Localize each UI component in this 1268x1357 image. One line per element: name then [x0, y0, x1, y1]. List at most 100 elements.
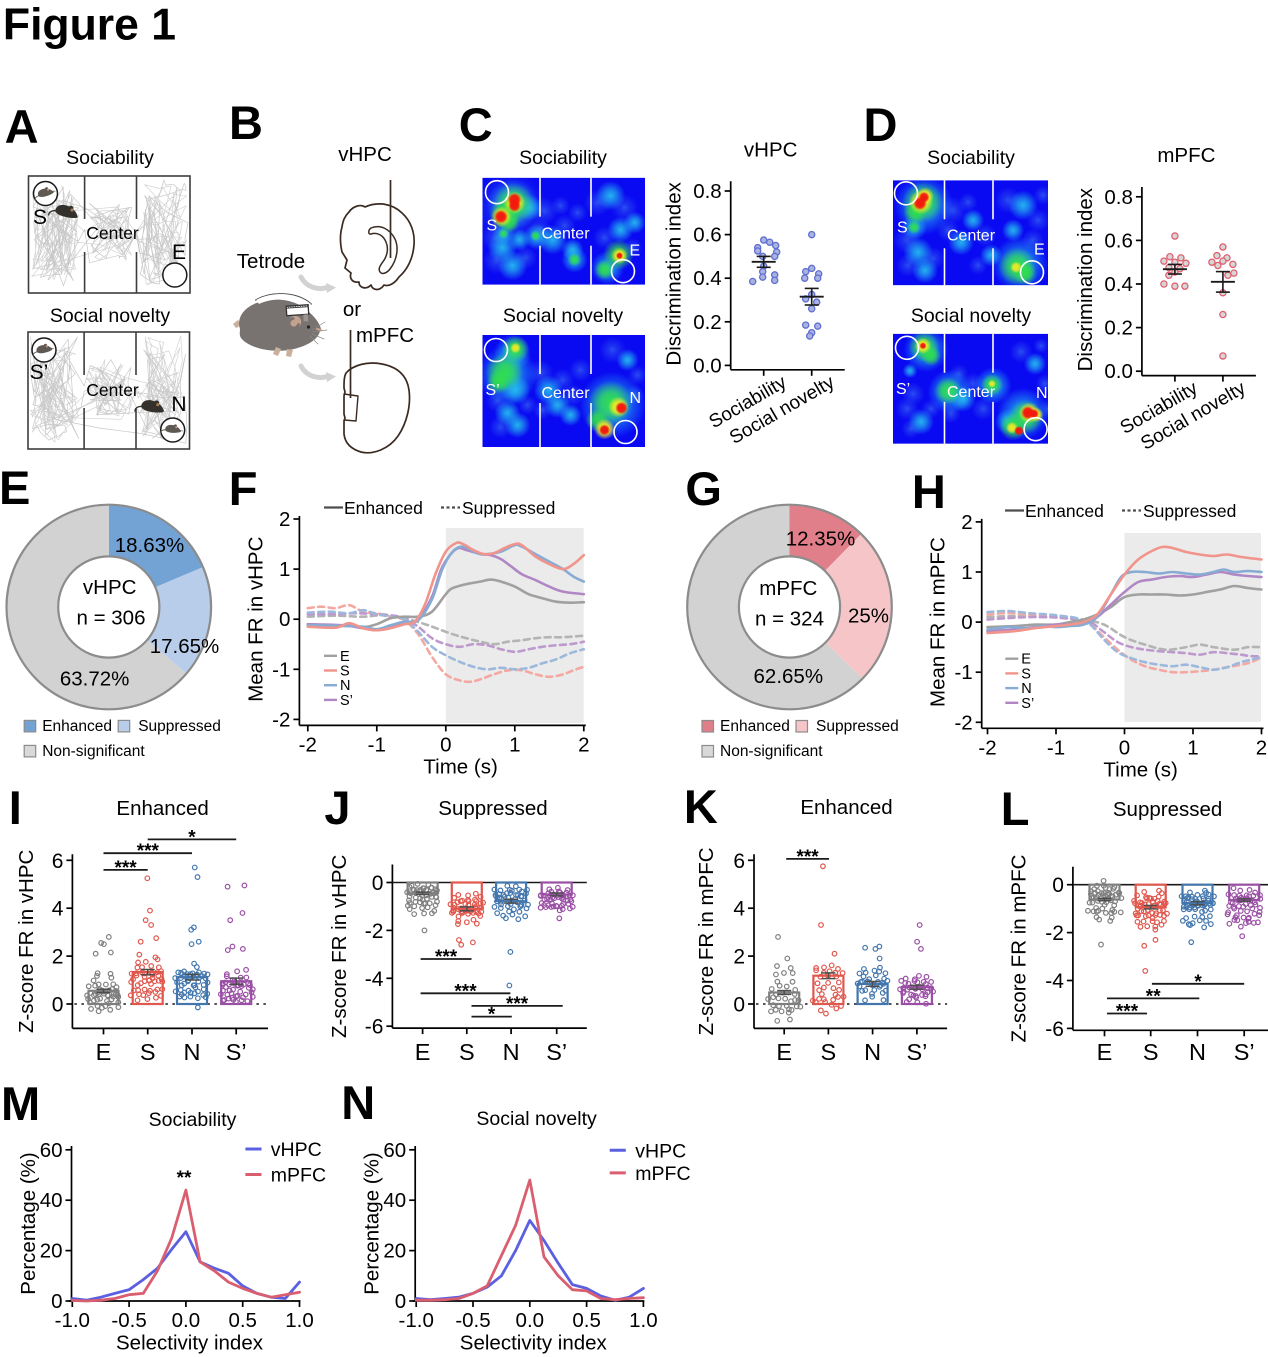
svg-text:S: S [897, 219, 908, 236]
svg-text:M: M [1, 1077, 40, 1130]
svg-text:S’: S’ [226, 1039, 247, 1065]
svg-text:Percentage (%): Percentage (%) [17, 1152, 40, 1294]
svg-text:Sociability: Sociability [66, 147, 154, 169]
svg-text:0: 0 [1119, 736, 1130, 759]
svg-text:20: 20 [383, 1240, 406, 1263]
svg-text:Mean FR in vHPC: Mean FR in vHPC [244, 536, 267, 701]
svg-text:0.5: 0.5 [572, 1309, 601, 1332]
svg-text:60: 60 [40, 1139, 63, 1162]
svg-text:1: 1 [961, 561, 972, 584]
svg-text:L: L [1001, 782, 1030, 835]
svg-text:25%: 25% [848, 605, 889, 628]
svg-text:0.0: 0.0 [693, 354, 722, 377]
svg-text:vHPC: vHPC [635, 1140, 686, 1162]
svg-text:Social novelty: Social novelty [503, 305, 624, 327]
svg-text:-1: -1 [368, 733, 386, 756]
svg-text:0.2: 0.2 [1104, 317, 1133, 340]
svg-text:G: G [685, 462, 722, 515]
svg-text:*: * [1194, 972, 1202, 993]
svg-text:E: E [1021, 652, 1031, 668]
svg-text:0: 0 [51, 1290, 62, 1313]
svg-text:N: N [171, 393, 186, 416]
svg-text:S’: S’ [30, 361, 49, 384]
svg-text:-1: -1 [954, 661, 972, 684]
svg-text:40: 40 [383, 1189, 406, 1212]
svg-text:Time (s): Time (s) [1103, 758, 1177, 781]
svg-text:Discrimination index: Discrimination index [663, 181, 686, 365]
svg-text:***: *** [1116, 1002, 1139, 1023]
svg-text:63.72%: 63.72% [60, 668, 130, 691]
svg-text:Sociability: Sociability [927, 147, 1015, 169]
svg-text:0.8: 0.8 [693, 180, 722, 203]
svg-text:2: 2 [279, 508, 290, 531]
svg-text:N: N [503, 1039, 520, 1065]
svg-text:n = 324: n = 324 [755, 608, 824, 631]
svg-text:E: E [776, 1039, 792, 1065]
svg-text:mPFC: mPFC [356, 324, 414, 347]
svg-text:S: S [33, 206, 47, 229]
svg-text:E: E [0, 461, 30, 514]
svg-text:S: S [1143, 1039, 1159, 1065]
svg-text:Enhanced: Enhanced [42, 718, 112, 735]
svg-text:S’: S’ [1234, 1039, 1255, 1065]
svg-text:Social novelty: Social novelty [911, 305, 1032, 327]
svg-text:-0.5: -0.5 [455, 1309, 490, 1332]
svg-text:2: 2 [1256, 736, 1267, 759]
svg-text:-4: -4 [1045, 970, 1064, 993]
svg-text:Suppressed: Suppressed [816, 718, 899, 735]
svg-text:Center: Center [86, 380, 139, 400]
svg-text:-2: -2 [978, 736, 996, 759]
svg-text:E: E [96, 1039, 112, 1065]
svg-text:S: S [340, 664, 350, 680]
svg-text:Time (s): Time (s) [423, 755, 497, 778]
svg-text:E: E [1034, 241, 1045, 258]
svg-text:S’: S’ [896, 381, 910, 398]
svg-text:N: N [1036, 385, 1048, 402]
svg-text:***: *** [797, 847, 820, 868]
svg-text:0.4: 0.4 [693, 267, 722, 290]
svg-text:Sociability: Sociability [519, 147, 607, 169]
svg-text:C: C [459, 98, 493, 151]
svg-text:J: J [324, 781, 350, 834]
svg-text:***: *** [454, 981, 477, 1002]
svg-text:S’: S’ [906, 1039, 927, 1065]
svg-text:1.0: 1.0 [629, 1309, 658, 1332]
svg-text:0: 0 [279, 608, 290, 631]
svg-text:n = 306: n = 306 [77, 607, 146, 630]
svg-text:*: * [188, 827, 196, 848]
svg-text:0: 0 [52, 994, 64, 1017]
svg-text:E: E [1097, 1039, 1113, 1065]
svg-text:0.5: 0.5 [228, 1309, 257, 1332]
svg-text:N: N [341, 1076, 375, 1129]
svg-text:0.6: 0.6 [1104, 229, 1133, 252]
svg-text:E: E [415, 1039, 431, 1065]
svg-text:20: 20 [40, 1240, 63, 1263]
svg-text:-2: -2 [954, 711, 972, 734]
svg-text:6: 6 [733, 850, 745, 873]
svg-text:Suppressed: Suppressed [462, 498, 555, 518]
svg-text:Enhanced: Enhanced [116, 797, 208, 820]
svg-text:4: 4 [733, 898, 745, 921]
svg-text:mPFC: mPFC [1157, 144, 1215, 167]
svg-text:Enhanced: Enhanced [344, 498, 423, 518]
svg-text:0.0: 0.0 [172, 1309, 201, 1332]
svg-text:Enhanced: Enhanced [1025, 501, 1104, 521]
svg-text:0: 0 [395, 1290, 406, 1313]
svg-text:Mean FR in mPFC: Mean FR in mPFC [927, 537, 950, 707]
svg-text:Suppressed: Suppressed [138, 718, 221, 735]
svg-text:62.65%: 62.65% [754, 665, 824, 688]
svg-text:1: 1 [509, 733, 520, 756]
svg-text:Center: Center [542, 226, 591, 243]
svg-text:-1.0: -1.0 [55, 1309, 90, 1332]
svg-text:mPFC: mPFC [635, 1163, 690, 1185]
svg-text:Z-score FR in vHPC: Z-score FR in vHPC [328, 854, 351, 1038]
svg-text:Social novelty: Social novelty [50, 305, 171, 327]
svg-text:mPFC: mPFC [271, 1165, 326, 1187]
svg-text:Selectivity index: Selectivity index [460, 1332, 608, 1355]
svg-text:Suppressed: Suppressed [438, 797, 547, 820]
svg-text:Non-significant: Non-significant [720, 743, 823, 760]
svg-text:S: S [459, 1039, 475, 1065]
svg-text:vHPC: vHPC [744, 138, 798, 161]
svg-text:I: I [9, 781, 22, 834]
svg-text:60: 60 [383, 1139, 406, 1162]
